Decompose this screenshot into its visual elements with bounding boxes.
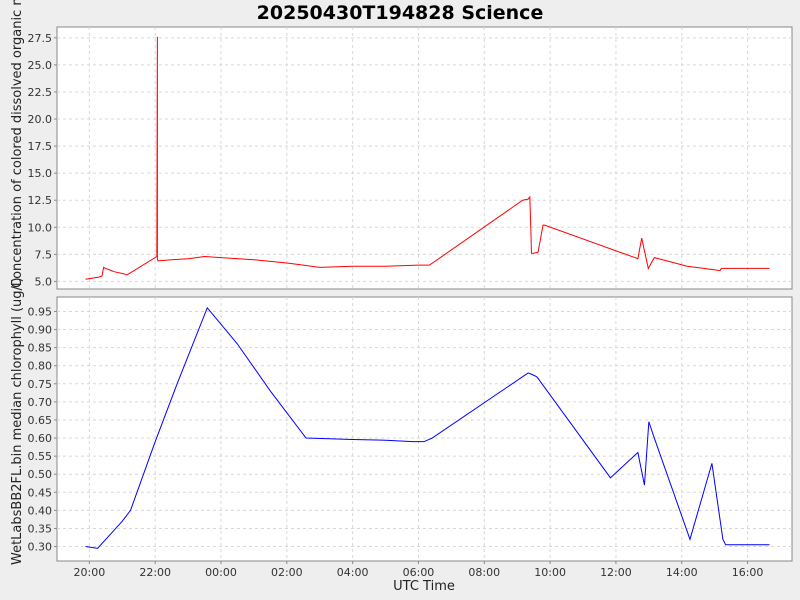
x-tick-label: 00:00 [205,566,237,579]
y-tick-label: 7.5 [35,248,53,261]
x-axis-label: UTC Time [393,579,455,594]
y-tick-label: 0.95 [28,305,53,318]
y-tick-label: 0.35 [28,522,53,535]
top-plot-area [56,26,793,290]
top-panel: 5.0 7.5 10.0 12.5 15.0 17.5 20.0 22.5 25.0 27.5 C… [10,0,793,290]
y-tick-label: 0.80 [28,360,53,373]
y-tick-label: 22.5 [28,86,53,99]
x-tick-label: 06:00 [403,566,435,579]
bottom-y-axis-label: WetLabsBB2FL.bin median chlorophyll (ug/… [10,277,25,565]
top-y-axis-label: Concentration of colored dissolved organ… [10,0,25,288]
y-tick-label: 27.5 [28,32,53,45]
x-tick-label: 20:00 [74,566,106,579]
x-axis-ticks: 20:00 22:00 00:00 02:00 04:00 06:00 08:00 10:00… [74,561,764,579]
y-tick-label: 0.60 [28,432,53,445]
y-tick-label: 0.85 [28,342,53,355]
x-tick-label: 10:00 [534,566,566,579]
chlorophyll-series-line [85,306,770,549]
y-tick-label: 0.75 [28,378,53,391]
top-y-ticks: 5.0 7.5 10.0 12.5 15.0 17.5 20.0 22.5 25.0 27.5 [28,32,57,288]
y-tick-label: 15.0 [28,167,53,180]
y-tick-label: 0.65 [28,414,53,427]
y-tick-label: 0.50 [28,468,53,481]
y-tick-label: 17.5 [28,140,53,153]
y-tick-label: 12.5 [28,194,53,207]
cdom-series-line [85,36,770,280]
x-tick-label: 16:00 [732,566,764,579]
x-tick-label: 04:00 [337,566,369,579]
x-tick-label: 02:00 [271,566,303,579]
y-tick-label: 0.40 [28,504,53,517]
bottom-panel: 0.30 0.35 0.40 0.45 0.50 0.55 0.60 0.65 0.70 0.75… [10,277,793,565]
y-tick-label: 0.55 [28,450,53,463]
y-tick-label: 0.70 [28,396,53,409]
y-tick-label: 0.45 [28,486,53,499]
y-tick-label: 20.0 [28,113,53,126]
y-tick-label: 10.0 [28,221,53,234]
y-tick-label: 0.90 [28,324,53,337]
y-tick-label: 0.30 [28,541,53,554]
y-tick-label: 25.0 [28,59,53,72]
top-gridlines [57,27,792,289]
bottom-y-ticks: 0.30 0.35 0.40 0.45 0.50 0.55 0.60 0.65 0.70 0.75… [28,305,57,554]
y-tick-label: 5.0 [35,275,53,288]
x-tick-label: 12:00 [600,566,632,579]
x-tick-label: 22:00 [139,566,171,579]
bottom-plot-area [56,296,793,562]
chart-title: 20250430T194828 Science [257,2,544,24]
x-tick-label: 08:00 [468,566,500,579]
x-tick-label: 14:00 [666,566,698,579]
bottom-gridlines [57,297,792,561]
